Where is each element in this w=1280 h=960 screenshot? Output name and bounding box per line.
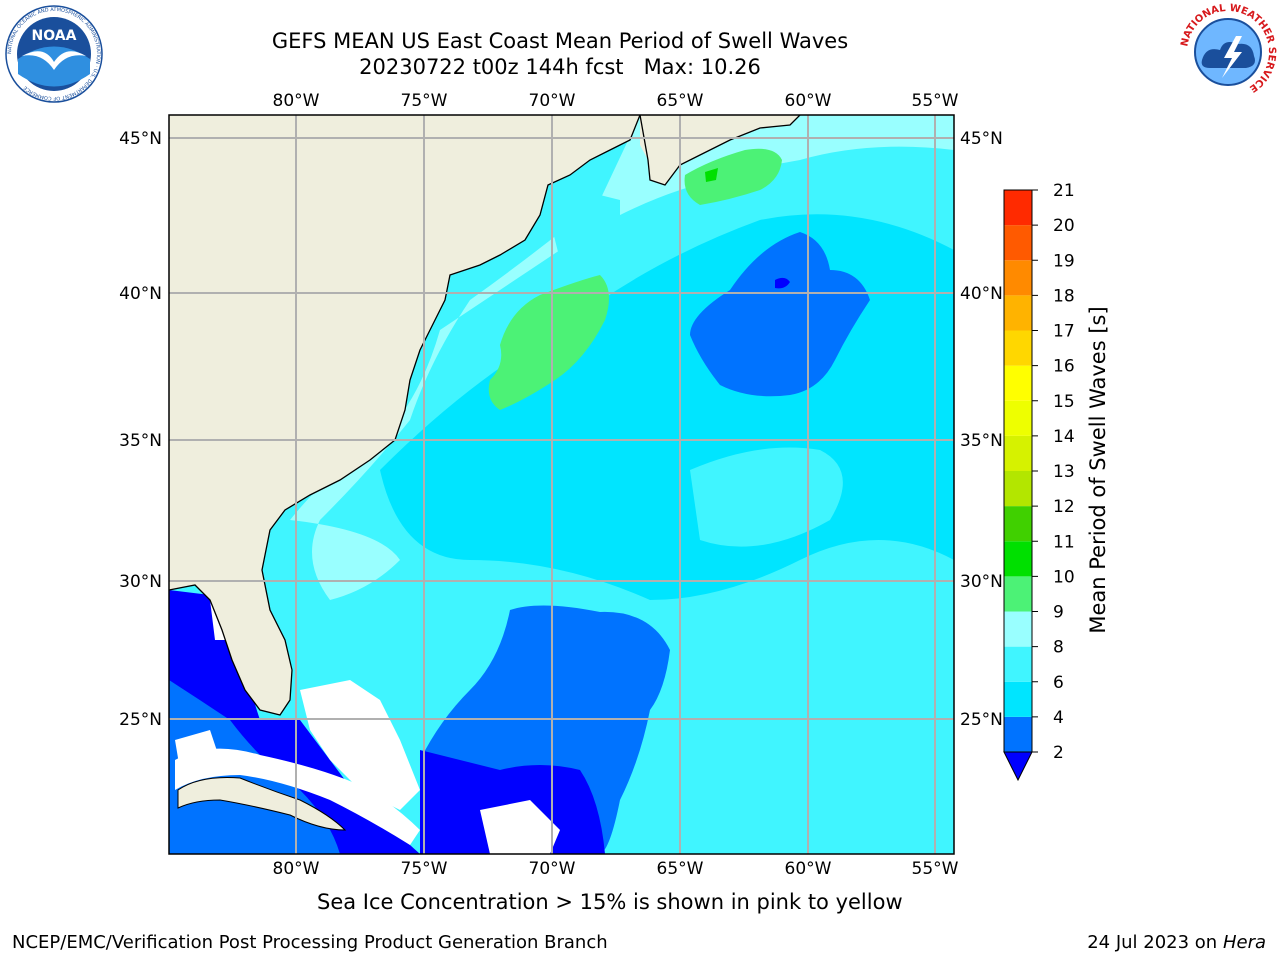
sea-ice-footnote: Sea Ice Concentration > 15% is shown in … <box>317 890 903 914</box>
nws-logo-icon: NATIONAL WEATHER SERVICE <box>1179 3 1277 99</box>
colorbar-segment <box>1004 400 1032 436</box>
colorbar-segment <box>1004 646 1032 682</box>
colorbar-segment <box>1004 225 1032 261</box>
missing-area-gulf-2 <box>175 730 220 770</box>
lon-tick-bottom: 80°W <box>273 859 320 879</box>
lat-tick-right: 40°N <box>960 284 1003 304</box>
lat-tick-left: 45°N <box>119 129 162 149</box>
lat-tick-right: 30°N <box>960 572 1003 592</box>
colorbar-level-label: 13 <box>1053 462 1075 482</box>
map-gridlines <box>169 115 954 854</box>
lon-tick-top: 80°W <box>273 91 320 111</box>
lat-tick-right: 35°N <box>960 431 1003 451</box>
lon-ticks-bottom: 80°W 75°W 70°W 65°W 60°W 55°W <box>273 859 959 879</box>
coastline-us <box>169 115 641 716</box>
colorbar-segment <box>1004 611 1032 647</box>
colorbar-level-label: 16 <box>1053 357 1075 377</box>
colorbar-level-label: 12 <box>1053 497 1075 517</box>
colorbar-level-label: 20 <box>1053 216 1075 236</box>
chart-subtitle: 20230722 t00z 144h fcst Max: 10.26 <box>359 55 761 79</box>
lat-ticks-left: 45°N 40°N 35°N 30°N 25°N <box>119 129 162 730</box>
lon-tick-bottom: 65°W <box>657 859 704 879</box>
lat-tick-right: 25°N <box>960 710 1003 730</box>
colorbar-segment <box>1004 260 1032 296</box>
credit-branch: NCEP/EMC/Verification Post Processing Pr… <box>12 932 608 953</box>
land-us-east-coast <box>169 115 640 715</box>
colorbar-segment <box>1004 295 1032 331</box>
lat-tick-left: 30°N <box>119 572 162 592</box>
colorbar-level-label: 8 <box>1053 638 1064 658</box>
colorbar: 2 4 6 8 9 10 11 12 13 14 15 16 17 18 19 20 21 <box>1003 181 1075 782</box>
coastline-maritimes <box>639 115 801 186</box>
credit-date: 24 Jul 2023 on Hera <box>1087 932 1266 953</box>
swell-under-2s-bahamas <box>420 750 605 854</box>
colorbar-segment <box>1004 541 1032 577</box>
missing-area-hispaniola <box>480 800 560 854</box>
colorbar-segment <box>1004 330 1032 366</box>
lon-tick-top: 65°W <box>657 91 704 111</box>
colorbar-level-label: 17 <box>1053 322 1075 342</box>
colorbar-level-label: 15 <box>1053 392 1075 412</box>
swell-band-8-9s <box>290 115 954 600</box>
colorbar-segment <box>1004 190 1032 226</box>
colorbar-segment <box>1004 681 1032 717</box>
colorbar-level-label: 9 <box>1053 603 1064 623</box>
lat-ticks-right: 45°N 40°N 35°N 30°N 25°N <box>960 129 1003 730</box>
swell-2-4s-blob-north <box>690 232 870 397</box>
swell-10-11s-spot <box>705 168 718 182</box>
lat-tick-left: 40°N <box>119 284 162 304</box>
colorbar-segment <box>1004 471 1032 507</box>
map-plot-area <box>169 115 954 854</box>
colorbar-segment <box>1004 576 1032 612</box>
colorbar-level-label: 18 <box>1053 286 1075 306</box>
colorbar-level-label: 2 <box>1053 743 1064 763</box>
colorbar-title: Mean Period of Swell Waves [s] <box>1086 306 1110 633</box>
map-frame <box>168 114 955 855</box>
credit-host: Hera <box>1222 932 1266 953</box>
lon-tick-bottom: 60°W <box>785 859 832 879</box>
lon-ticks-top: 80°W 75°W 70°W 65°W 60°W 55°W <box>273 91 959 111</box>
swell-band-6-8s-patch <box>690 447 843 547</box>
colorbar-under-arrow <box>1003 751 1033 782</box>
noaa-logo-icon: NOAA NATIONAL OCEANIC AND ATMOSPHERIC AD… <box>5 5 103 103</box>
swell-under-2s-spot-north <box>775 277 790 289</box>
colorbar-level-label: 10 <box>1053 567 1075 587</box>
lon-tick-bottom: 70°W <box>529 859 576 879</box>
lon-tick-bottom: 75°W <box>401 859 448 879</box>
lat-tick-right: 45°N <box>960 129 1003 149</box>
lon-tick-top: 55°W <box>912 91 959 111</box>
swell-nearshore-patch <box>540 180 620 260</box>
swell-9-10s-patch-east <box>684 148 782 205</box>
colorbar-level-label: 4 <box>1053 708 1064 728</box>
colorbar-level-label: 14 <box>1053 427 1075 447</box>
credit-date-text: 24 Jul 2023 on <box>1087 932 1223 953</box>
colorbar-segment <box>1004 506 1032 542</box>
lon-tick-top: 70°W <box>529 91 576 111</box>
colorbar-level-label: 19 <box>1053 251 1075 271</box>
lat-tick-left: 35°N <box>119 431 162 451</box>
lon-tick-top: 75°W <box>401 91 448 111</box>
lat-tick-left: 25°N <box>119 710 162 730</box>
lon-tick-top: 60°W <box>785 91 832 111</box>
colorbar-segment <box>1004 716 1032 752</box>
colorbar-segment <box>1004 365 1032 401</box>
colorbar-segment <box>1004 435 1032 471</box>
land-cuba <box>177 777 347 831</box>
noaa-logo-text: NOAA <box>32 28 77 44</box>
missing-area-bahamas <box>300 680 420 810</box>
chart-title: GEFS MEAN US East Coast Mean Period of S… <box>271 29 849 53</box>
missing-area-cuba <box>175 748 420 845</box>
lon-tick-bottom: 55°W <box>912 859 959 879</box>
colorbar-level-label: 21 <box>1053 181 1075 201</box>
colorbar-level-label: 11 <box>1053 532 1075 552</box>
swell-9-10s-patch-west <box>488 275 609 410</box>
colorbar-level-label: 6 <box>1053 673 1064 693</box>
